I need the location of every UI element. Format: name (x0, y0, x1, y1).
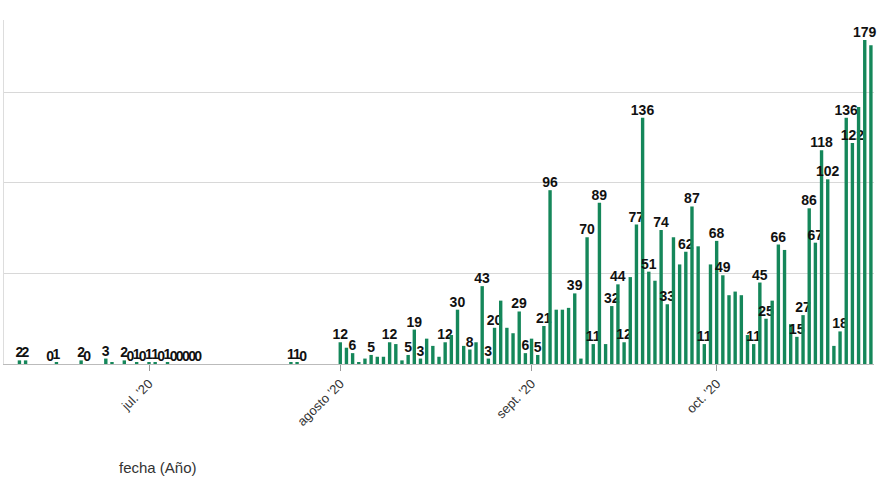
svg-text:102: 102 (816, 163, 840, 179)
svg-text:0: 0 (157, 348, 165, 364)
svg-text:122: 122 (841, 127, 865, 143)
svg-text:5: 5 (367, 339, 375, 355)
svg-text:0: 0 (126, 348, 134, 364)
svg-text:66: 66 (770, 229, 786, 245)
svg-text:25: 25 (758, 303, 774, 319)
svg-text:0: 0 (170, 348, 178, 364)
svg-text:2: 2 (15, 344, 23, 360)
svg-text:3: 3 (102, 343, 110, 359)
svg-text:3: 3 (484, 343, 492, 359)
svg-text:67: 67 (807, 227, 823, 243)
svg-text:1: 1 (293, 346, 301, 362)
svg-text:0: 0 (139, 348, 147, 364)
svg-text:1: 1 (52, 346, 60, 362)
svg-text:11: 11 (697, 328, 712, 344)
svg-text:43: 43 (474, 270, 490, 286)
svg-text:5: 5 (404, 339, 412, 355)
svg-text:87: 87 (684, 190, 700, 206)
svg-text:oct. '20: oct. '20 (683, 376, 723, 416)
svg-text:45: 45 (752, 267, 768, 283)
svg-text:51: 51 (641, 256, 657, 272)
svg-text:70: 70 (579, 221, 595, 237)
svg-text:3: 3 (416, 343, 424, 359)
svg-text:86: 86 (801, 192, 817, 208)
svg-text:0: 0 (188, 348, 196, 364)
svg-text:6: 6 (521, 337, 529, 353)
svg-text:1: 1 (145, 346, 153, 362)
svg-text:8: 8 (466, 334, 474, 350)
svg-text:19: 19 (406, 314, 422, 330)
svg-text:30: 30 (450, 294, 466, 310)
svg-text:11: 11 (746, 328, 761, 344)
svg-text:21: 21 (536, 310, 552, 326)
svg-text:77: 77 (629, 209, 645, 225)
svg-text:fecha (Año): fecha (Año) (119, 459, 197, 476)
svg-text:15: 15 (789, 321, 805, 337)
svg-text:29: 29 (511, 295, 527, 311)
svg-text:0: 0 (83, 348, 91, 364)
svg-text:0: 0 (194, 348, 202, 364)
svg-text:96: 96 (542, 174, 558, 190)
svg-text:62: 62 (678, 236, 694, 252)
svg-text:1: 1 (164, 346, 172, 362)
svg-text:27: 27 (795, 299, 811, 315)
svg-text:agosto '20: agosto '20 (294, 376, 347, 429)
svg-text:6: 6 (349, 337, 357, 353)
svg-text:0: 0 (182, 348, 190, 364)
svg-text:33: 33 (659, 288, 675, 304)
svg-text:39: 39 (567, 277, 583, 293)
svg-text:68: 68 (709, 225, 725, 241)
svg-text:74: 74 (653, 214, 669, 230)
svg-text:2: 2 (22, 344, 30, 360)
svg-text:0: 0 (46, 348, 54, 364)
svg-text:136: 136 (631, 102, 655, 118)
svg-text:32: 32 (604, 290, 620, 306)
svg-text:179: 179 (853, 24, 877, 40)
svg-text:2: 2 (77, 344, 85, 360)
svg-text:jul. '20: jul. '20 (118, 376, 156, 414)
svg-text:18: 18 (832, 315, 848, 331)
svg-text:118: 118 (810, 134, 833, 150)
svg-text:136: 136 (834, 102, 858, 118)
svg-text:0: 0 (176, 348, 184, 364)
svg-text:12: 12 (382, 326, 398, 342)
svg-text:2: 2 (120, 344, 128, 360)
svg-text:20: 20 (487, 312, 503, 328)
svg-text:sept. '20: sept. '20 (493, 376, 538, 421)
svg-text:5: 5 (534, 339, 542, 355)
svg-text:12: 12 (437, 326, 453, 342)
svg-text:0: 0 (299, 348, 307, 364)
svg-text:89: 89 (592, 187, 608, 203)
svg-text:12: 12 (332, 326, 348, 342)
svg-text:1: 1 (151, 346, 159, 362)
svg-text:12: 12 (616, 326, 632, 342)
svg-text:1: 1 (133, 346, 141, 362)
svg-text:49: 49 (715, 259, 731, 275)
svg-text:44: 44 (610, 268, 626, 284)
svg-text:11: 11 (586, 328, 601, 344)
svg-text:1: 1 (287, 346, 295, 362)
